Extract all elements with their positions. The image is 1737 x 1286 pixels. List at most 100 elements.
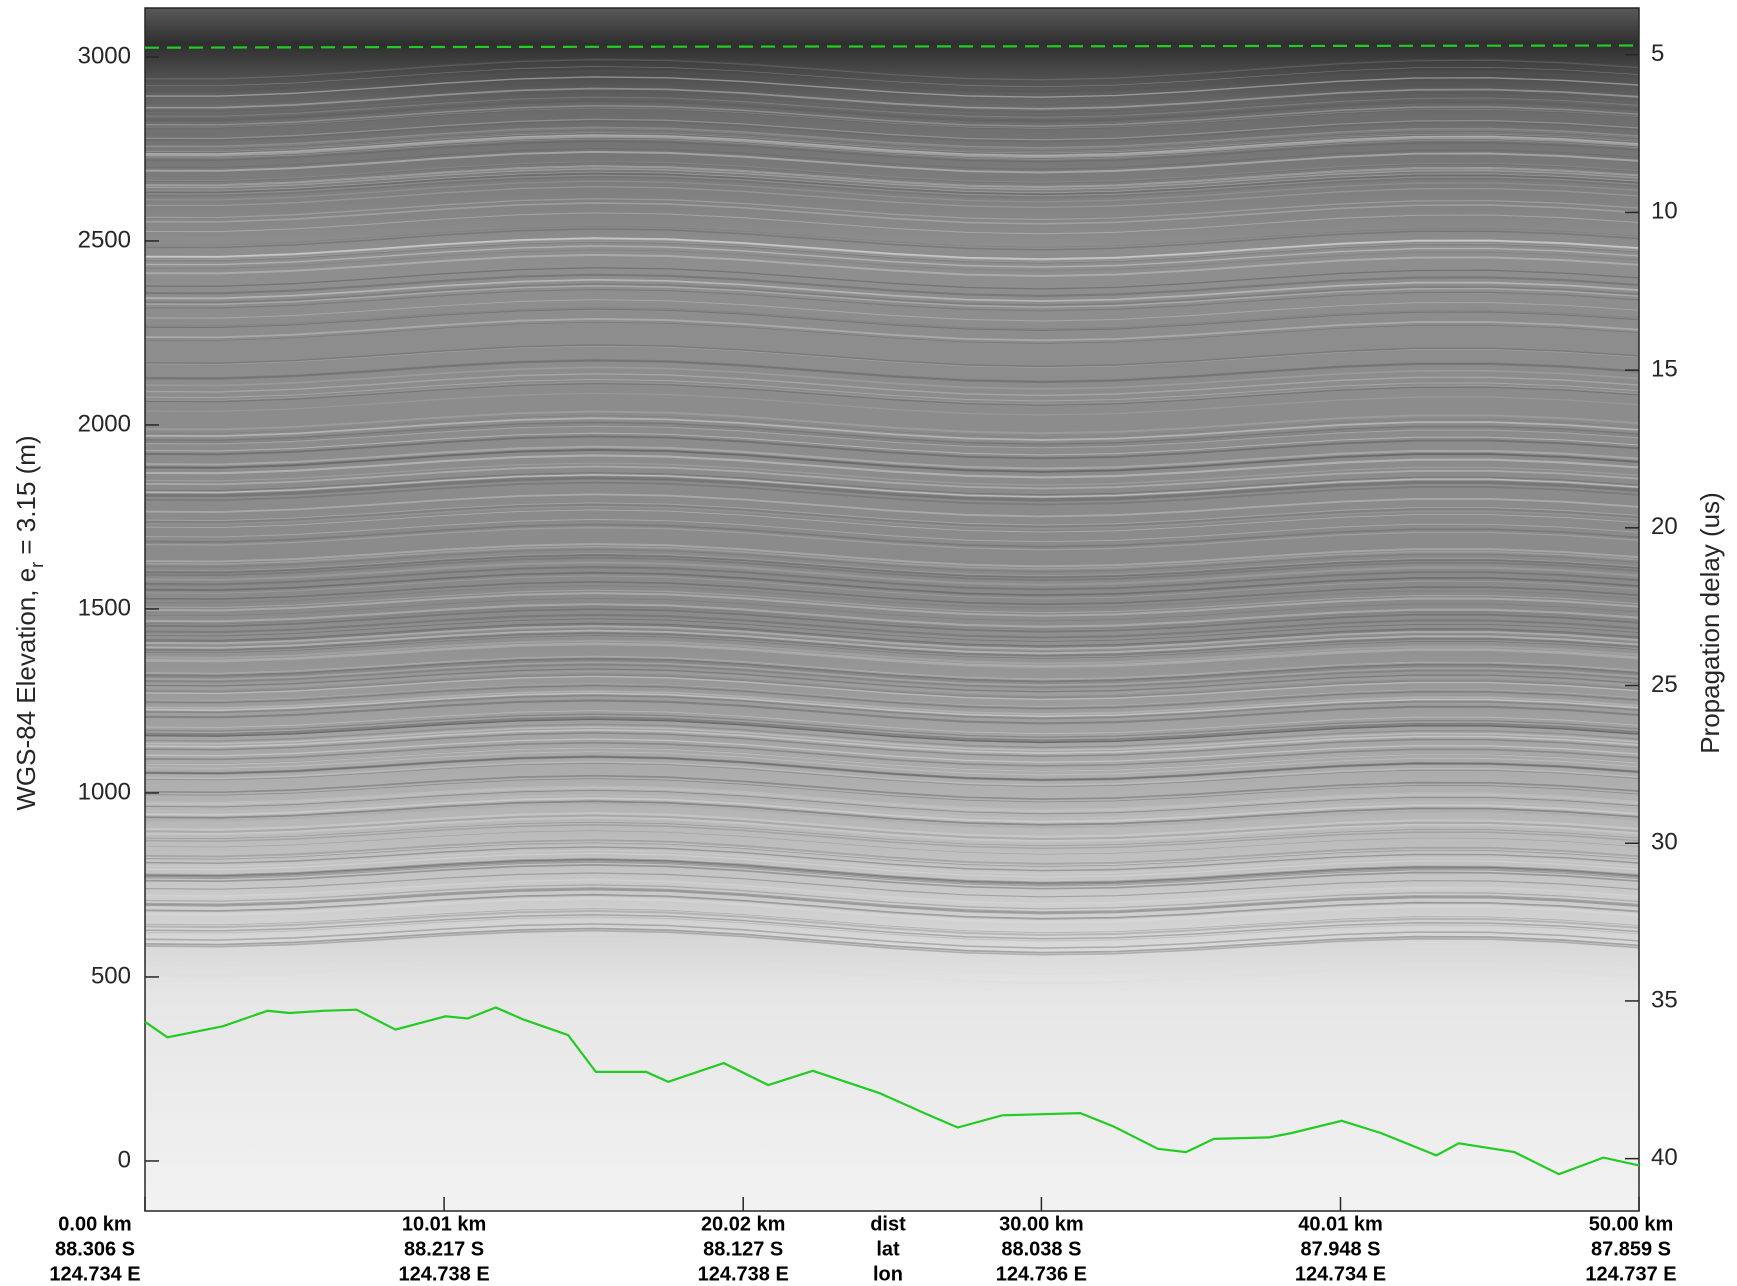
echo-layer — [144, 857, 1640, 884]
echo-layer — [144, 180, 1640, 203]
echo-layer — [144, 424, 1640, 448]
echo-layer — [144, 845, 1640, 872]
echo-layer — [144, 542, 1640, 568]
echo-layer — [144, 643, 1640, 669]
echo-layer — [144, 785, 1640, 810]
echo-layer — [144, 958, 1640, 985]
echo-layer — [145, 57, 1640, 80]
echo-layer — [144, 478, 1640, 502]
echo-layer — [144, 425, 1640, 449]
echo-layer — [144, 933, 1640, 961]
echo-layer — [144, 283, 1640, 307]
echo-layer — [144, 317, 1640, 342]
echo-layer — [144, 741, 1640, 767]
echo-layer — [144, 174, 1640, 197]
echo-layer — [144, 321, 1640, 344]
echo-layer — [144, 249, 1640, 272]
echo-layer — [144, 755, 1640, 781]
echo-layer — [145, 99, 1640, 121]
echo-layer — [144, 307, 1640, 330]
echo-layer — [144, 674, 1640, 699]
echo-layer — [144, 606, 1640, 630]
echo-layer — [144, 860, 1640, 886]
echo-layer — [144, 881, 1640, 907]
lon-label: 124.736 E — [996, 1263, 1087, 1285]
y2-axis-label: Propagation delay (us) — [1695, 492, 1725, 754]
echo-layer — [144, 608, 1640, 633]
echo-layer — [144, 435, 1640, 460]
echo-layer — [144, 237, 1640, 260]
echo-layer — [144, 622, 1640, 648]
bed-line — [144, 1006, 1640, 1176]
echo-layer — [144, 800, 1640, 826]
echo-layer — [144, 821, 1640, 847]
echo-layer — [145, 118, 1640, 141]
echo-layer — [144, 755, 1640, 781]
echo-layer — [144, 150, 1640, 174]
echo-layer — [144, 761, 1640, 787]
y-tick-label: 2000 — [78, 410, 131, 437]
echo-layer — [144, 747, 1640, 772]
y2-tick-label: 30 — [1651, 829, 1678, 856]
echo-layer — [144, 738, 1640, 763]
echo-layer — [144, 503, 1640, 528]
echo-layer — [144, 726, 1640, 752]
x-tick-label: 50.00 km — [1589, 1213, 1674, 1235]
echo-layer — [144, 816, 1640, 842]
y2-tick-label: 25 — [1651, 671, 1678, 698]
echo-layer — [144, 948, 1640, 975]
x-tick-label: 40.01 km — [1298, 1213, 1383, 1235]
echo-layer — [144, 937, 1640, 964]
echo-layer — [144, 94, 1640, 117]
echo-layer — [144, 728, 1640, 754]
echo-layer — [144, 713, 1640, 738]
echo-layer — [144, 846, 1640, 872]
echo-layer — [144, 90, 1640, 114]
echo-layer — [144, 553, 1640, 578]
echo-layer — [144, 774, 1640, 800]
echo-layer — [144, 202, 1640, 225]
y2-tick-label: 15 — [1651, 355, 1678, 382]
echo-layer — [144, 920, 1640, 946]
echo-layer — [144, 148, 1640, 170]
echo-layer — [145, 128, 1640, 150]
echo-layer — [144, 858, 1640, 885]
echo-layer — [144, 245, 1640, 268]
echo-layer — [144, 840, 1640, 867]
echo-layer — [144, 373, 1640, 397]
echo-layer — [144, 378, 1640, 402]
lon-label: 124.738 E — [398, 1263, 489, 1285]
echo-layer — [144, 629, 1640, 655]
echo-layer — [144, 849, 1640, 875]
echo-layer — [144, 663, 1640, 689]
echo-layer — [144, 228, 1640, 251]
echo-layer — [144, 622, 1640, 646]
echo-layer — [144, 909, 1640, 936]
echo-layer — [144, 592, 1640, 617]
echo-layer — [144, 716, 1640, 742]
echo-layer — [144, 493, 1640, 518]
echo-layer — [144, 661, 1640, 686]
echo-layer — [144, 474, 1640, 498]
echo-layer — [144, 714, 1640, 739]
echo-layer — [144, 656, 1640, 681]
echo-layer — [144, 392, 1640, 416]
echo-layer — [144, 695, 1640, 720]
echo-layer — [144, 571, 1640, 596]
echo-layer — [144, 639, 1640, 665]
echo-layer — [144, 718, 1640, 744]
echo-layer — [144, 830, 1640, 855]
echo-layer — [144, 212, 1640, 235]
echo-layer — [144, 422, 1640, 446]
echo-layer — [144, 411, 1640, 435]
y2-tick-label: 40 — [1651, 1144, 1678, 1171]
echo-layer — [144, 603, 1640, 628]
echo-layer — [144, 462, 1640, 486]
y-axis-label-sub: r — [27, 562, 47, 568]
echo-layer — [144, 175, 1640, 199]
echo-layer — [144, 415, 1640, 439]
echo-layer — [144, 344, 1640, 368]
echo-layer — [144, 118, 1640, 141]
echo-layer — [144, 171, 1640, 194]
echo-layer — [144, 715, 1640, 741]
